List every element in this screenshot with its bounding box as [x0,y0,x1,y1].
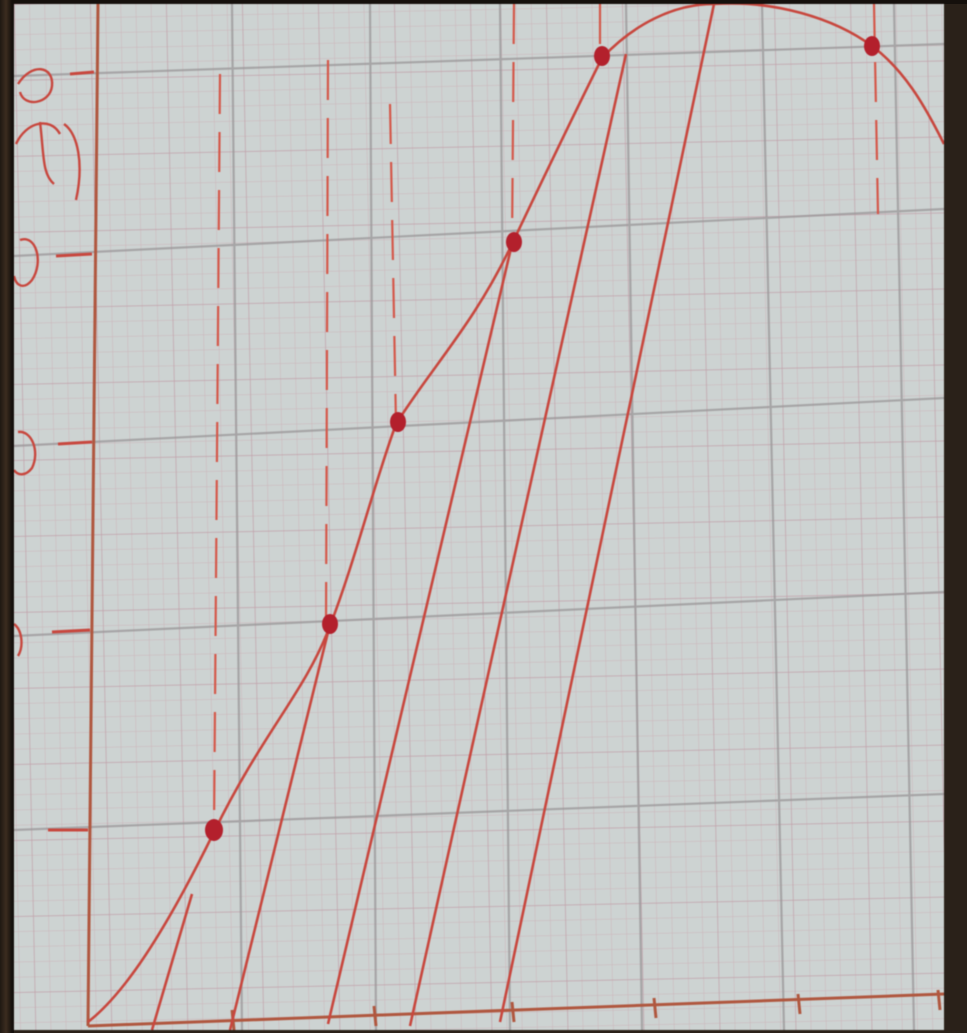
y-ticks [48,70,95,832]
major-grid-horizontal-3 [14,396,944,448]
mid-grid [14,4,944,1030]
x-tick-5 [796,993,802,1015]
straight-line-2 [228,623,332,1030]
major-grid-horizontal-4 [14,590,944,638]
data-dot-4 [506,232,522,252]
major-grid-horizontal-1 [14,42,944,78]
data-dot-5 [594,46,610,66]
major-grid-vertical-1 [230,4,244,1030]
data-dots [205,36,880,841]
x-axis-line [87,992,944,1028]
straight-line-5 [498,4,716,1023]
major-grid-vertical-6 [892,4,916,1030]
dashed-guide-3 [388,103,398,425]
data-dot-6 [864,36,880,56]
left-mark-loop [16,68,54,104]
graph-paper [14,4,944,1030]
left-mark-squiggle [14,121,81,201]
dashed-guide-1 [212,73,222,831]
left-mark-arc-1 [14,238,39,287]
straight-line-1 [150,893,194,1030]
dashed-guide-2 [324,59,330,627]
straight-lines [150,4,716,1030]
left-mark-arc-3 [14,623,23,657]
axes [86,4,944,1028]
y-tick-2 [55,252,93,258]
dashed-guide-4 [510,4,516,245]
main-curve [87,4,944,1024]
y-tick-3 [57,440,93,446]
x-tick-4 [652,997,658,1019]
major-grid-vertical-3 [498,4,512,1030]
straight-line-3 [326,243,514,1025]
data-dot-1 [205,819,223,841]
x-tick-2 [372,1005,378,1027]
left-mark-arc-2 [14,430,37,476]
major-grid-vertical-2 [368,4,378,1030]
y-tick-1 [69,70,95,76]
drawing-canvas [14,4,944,1030]
data-dot-2 [322,614,338,634]
x-tick-3 [510,1001,516,1023]
major-grid [14,4,944,1030]
y-tick-4 [51,628,91,634]
straight-line-4 [408,53,628,1027]
data-dot-3 [390,412,406,432]
x-tick-6 [936,989,942,1011]
major-grid-horizontal-2 [14,207,944,258]
left-margin-marks [14,68,81,657]
major-grid-horizontal-5 [14,792,944,832]
major-grid-vertical-4 [624,4,644,1030]
major-grid-vertical-5 [760,4,786,1030]
y-axis-line [86,4,100,1027]
